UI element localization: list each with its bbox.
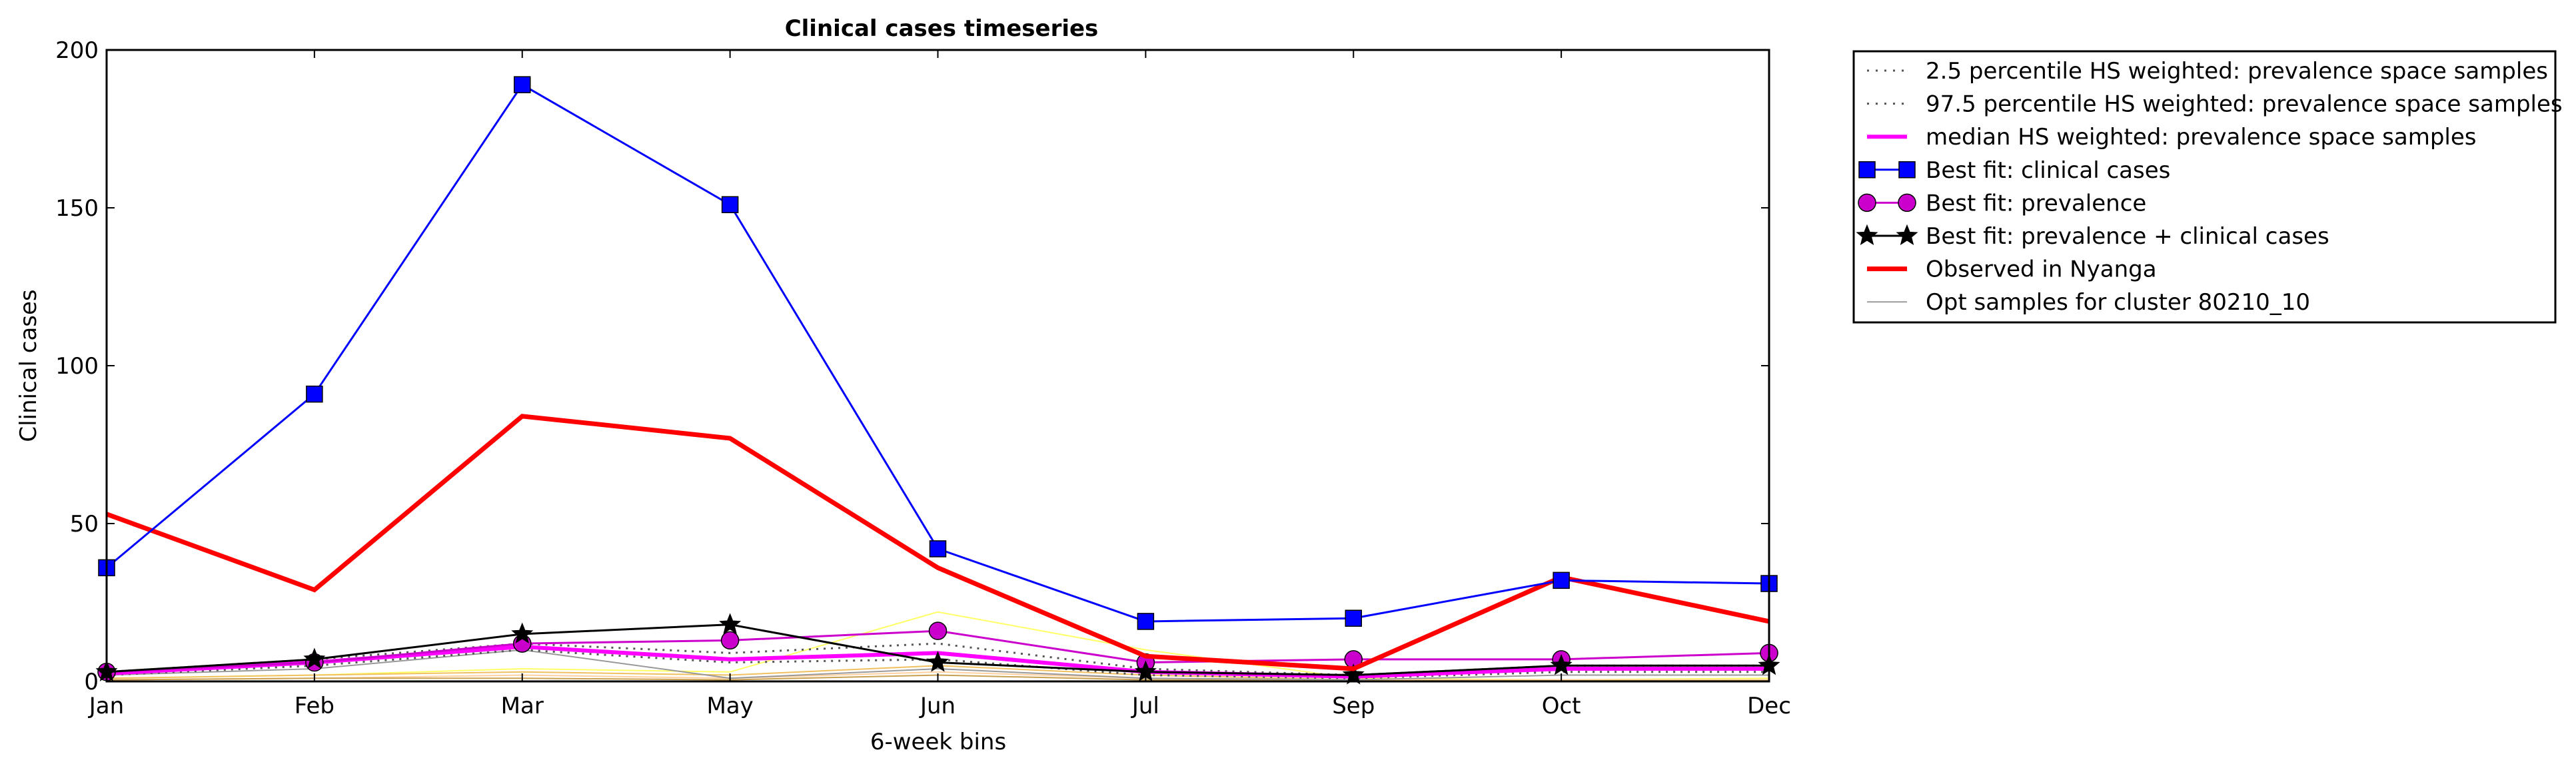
chart-title: Clinical cases timeseries [785, 15, 1099, 42]
legend-marker [1856, 224, 1878, 246]
legend-entry: Best fit: prevalence + clinical cases [1926, 223, 2329, 250]
legend-marker [1858, 193, 1876, 212]
x-tick-label: Jan [88, 693, 124, 719]
y-tick-label: 50 [70, 511, 99, 538]
x-tick-label: Sep [1332, 693, 1375, 719]
legend-entry: median HS weighted: prevalence space sam… [1926, 124, 2477, 151]
data-point [1345, 609, 1362, 627]
data-point [303, 647, 326, 669]
legend-entry: Best fit: clinical cases [1926, 157, 2170, 184]
data-point [511, 622, 534, 643]
x-tick-label: Mar [501, 693, 544, 719]
data-point [306, 385, 323, 403]
data-point [719, 613, 742, 634]
sample-line [106, 671, 1769, 681]
data-point [721, 196, 739, 214]
legend-entry: 97.5 percentile HS weighted: prevalence … [1926, 91, 2563, 118]
plot-area [95, 76, 1780, 685]
y-tick-label: 150 [55, 195, 99, 222]
series-line [105, 414, 1770, 671]
y-axis-label: Clinical cases [15, 289, 42, 442]
data-point [928, 621, 948, 640]
legend: 2.5 percentile HS weighted: prevalence s… [1852, 50, 2563, 324]
x-tick-label: May [706, 693, 753, 719]
data-point [514, 76, 531, 93]
legend-entry: 2.5 percentile HS weighted: prevalence s… [1926, 58, 2548, 85]
x-axis-label: 6-week bins [870, 729, 1006, 755]
data-point [720, 631, 740, 650]
y-tick-label: 200 [55, 37, 99, 64]
x-tick-label: Oct [1542, 693, 1581, 719]
data-point [929, 540, 947, 558]
x-tick-label: Jul [1131, 693, 1159, 719]
y-tick-label: 100 [55, 353, 99, 380]
x-tick-label: Dec [1747, 693, 1791, 719]
legend-frame [1852, 50, 2557, 324]
legend-entry: Opt samples for cluster 80210_10 [1926, 289, 2310, 316]
data-point [926, 651, 950, 672]
legend-marker [1898, 193, 1916, 212]
legend-marker [1896, 224, 1918, 246]
x-tick-label: Feb [295, 693, 334, 719]
data-point [1550, 653, 1573, 675]
x-tick-label: Jun [919, 693, 956, 719]
series-line [106, 649, 1769, 681]
y-tick-label: 0 [84, 669, 99, 695]
legend-marker [1858, 161, 1876, 179]
data-point [1137, 613, 1155, 630]
legend-entry: Observed in Nyanga [1926, 256, 2157, 283]
legend-marker [1898, 161, 1916, 179]
legend-entry: Best fit: prevalence [1926, 190, 2146, 216]
data-point [1553, 572, 1570, 589]
